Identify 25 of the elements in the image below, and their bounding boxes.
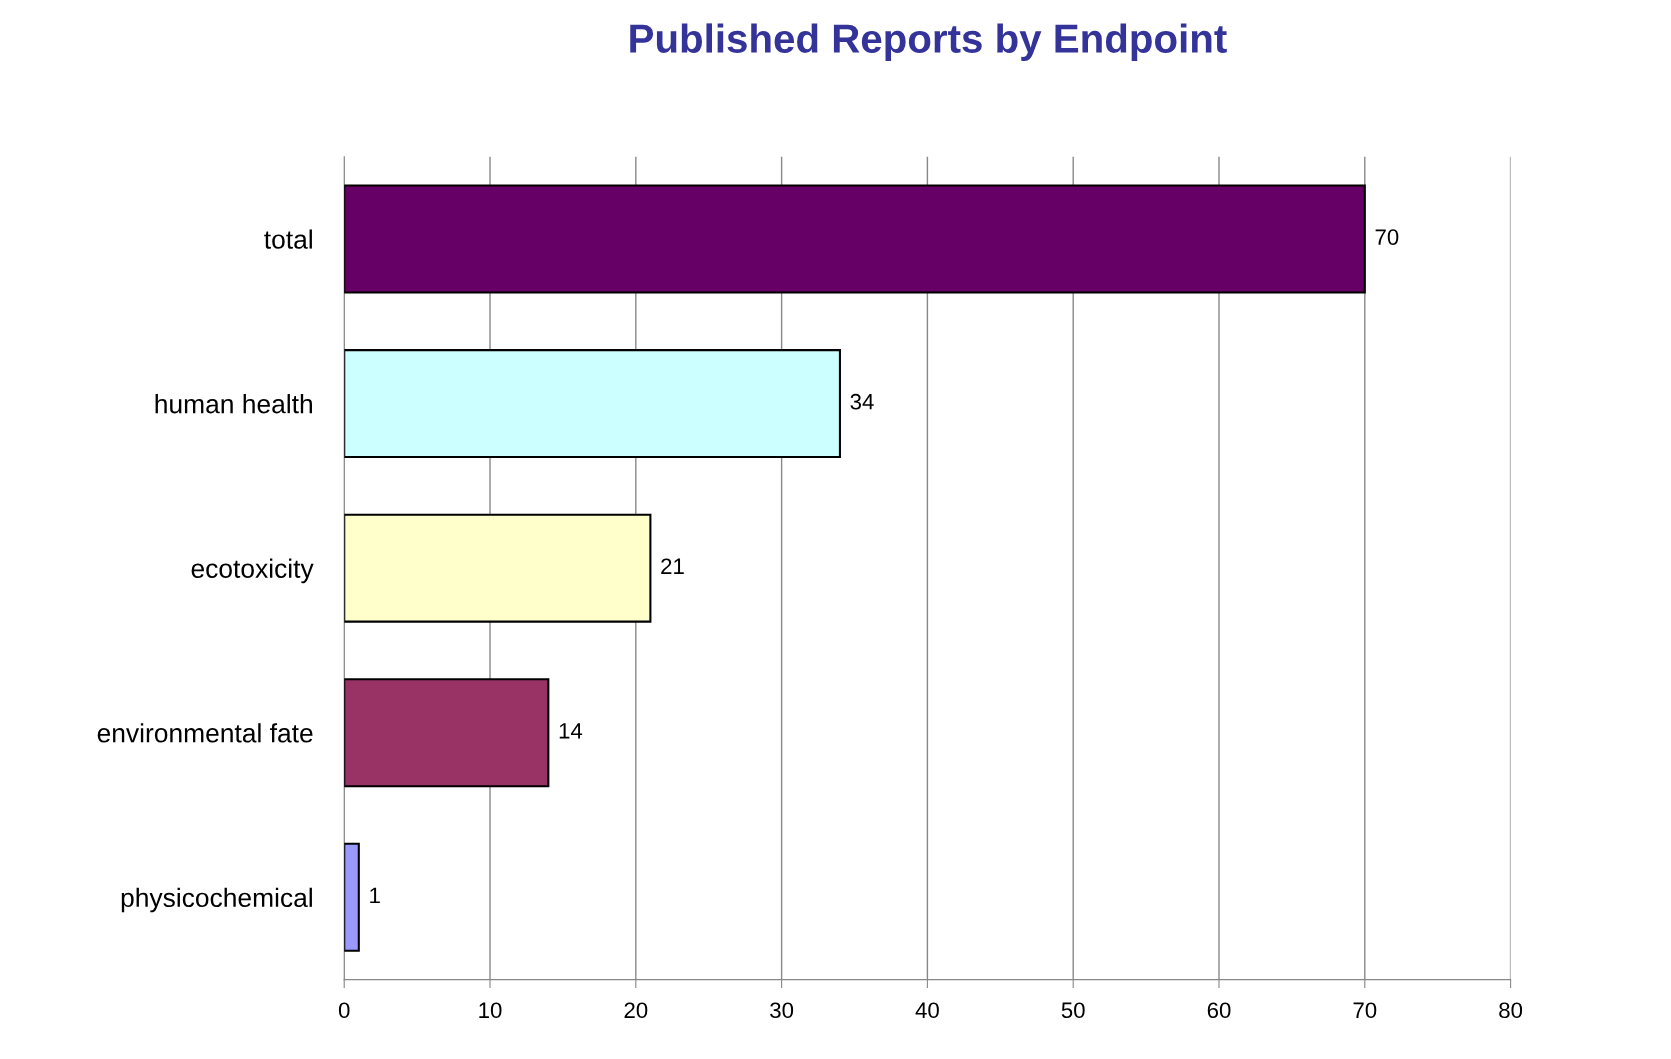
y-tick-label: human health bbox=[155, 394, 312, 414]
y-tick-label: total bbox=[264, 229, 312, 249]
data-label: 14 bbox=[559, 723, 583, 739]
x-tick-label: 80 bbox=[1499, 1002, 1523, 1019]
bar bbox=[344, 678, 550, 788]
x-tick-label: 40 bbox=[915, 1002, 939, 1019]
x-tick-label: 50 bbox=[1061, 1002, 1085, 1019]
x-tick-label: 60 bbox=[1207, 1002, 1231, 1019]
x-tick-label: 20 bbox=[624, 1002, 648, 1019]
bar bbox=[344, 513, 652, 623]
x-tick-label: 70 bbox=[1353, 1002, 1377, 1019]
x-tick-label: 30 bbox=[770, 1002, 794, 1019]
data-label: 1 bbox=[370, 887, 380, 904]
data-label: 70 bbox=[1375, 229, 1399, 245]
y-tick-label: ecotoxicity bbox=[191, 558, 314, 584]
x-tick-label: 0 bbox=[338, 1002, 350, 1019]
bar bbox=[344, 349, 841, 459]
x-tick-label: 10 bbox=[479, 1002, 502, 1019]
data-label: 34 bbox=[850, 393, 874, 410]
y-tick-label: physicochemical bbox=[121, 887, 312, 913]
data-label: 21 bbox=[661, 558, 684, 574]
bar bbox=[344, 842, 360, 952]
chart-title: Published Reports by Endpoint bbox=[630, 23, 1227, 61]
y-tick-label: environmental fate bbox=[97, 723, 313, 743]
bar bbox=[344, 184, 1366, 294]
